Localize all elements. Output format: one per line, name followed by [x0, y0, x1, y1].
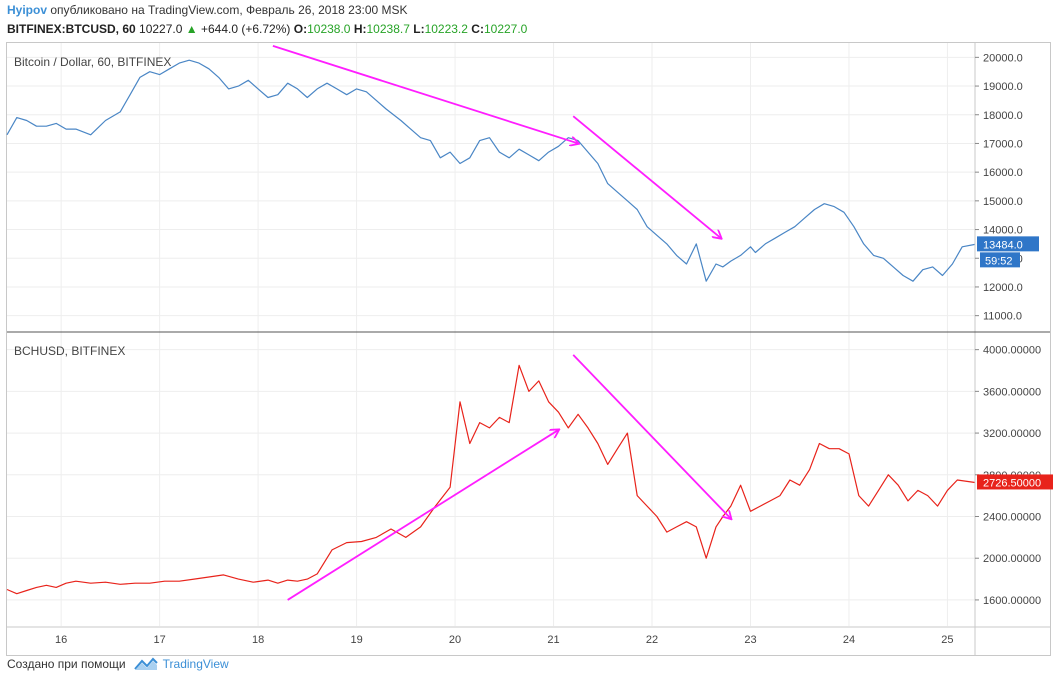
close-value: 10227.0	[483, 22, 528, 36]
tradingview-logo-icon	[133, 657, 158, 670]
chart-frame[interactable]	[6, 42, 1051, 656]
btc-price-line[interactable]	[6, 59, 976, 282]
x-tick-label: 18	[252, 634, 264, 646]
last-price-label: 13484.0	[983, 239, 1023, 251]
low-label: L:	[413, 22, 425, 36]
x-tick-label: 19	[350, 634, 362, 646]
tradingview-link[interactable]: TradingView	[133, 657, 229, 671]
y-tick-label: 3600.00000	[983, 386, 1041, 398]
y-tick-label: 4000.00000	[983, 345, 1041, 357]
trend-arrow[interactable]	[272, 45, 578, 144]
bch-price-line[interactable]	[6, 364, 976, 595]
y-tick-label: 2400.00000	[983, 512, 1041, 524]
close-label: C:	[471, 22, 484, 36]
footer: Создано при помощи TradingView	[7, 657, 229, 671]
low-value: 10223.2	[424, 22, 468, 36]
y-tick-label: 1600.00000	[983, 595, 1041, 607]
open-value: 10238.0	[307, 22, 351, 36]
y-tick-label: 3200.00000	[983, 428, 1041, 440]
x-tick-label: 16	[55, 634, 67, 646]
x-tick-label: 25	[941, 634, 953, 646]
publish-info: Hyipov опубликовано на TradingView.com, …	[7, 3, 408, 17]
x-tick-label: 23	[744, 634, 756, 646]
y-tick-label: 2000.00000	[983, 553, 1041, 565]
trend-arrow[interactable]	[572, 115, 721, 238]
created-with-text: Создано при помощи	[7, 657, 126, 671]
last-price-badge	[977, 474, 1053, 490]
y-tick-label: 20000.0	[983, 52, 1023, 64]
y-tick-label: 19000.0	[983, 81, 1023, 93]
y-tick-label: 16000.0	[983, 167, 1023, 179]
x-tick-label: 21	[547, 634, 559, 646]
high-value: 10238.7	[366, 22, 410, 36]
countdown-label: 59:52	[985, 255, 1013, 267]
y-tick-label: 17000.0	[983, 138, 1023, 150]
btc-pane-title: Bitcoin / Dollar, 60, BITFINEX	[14, 55, 171, 69]
countdown-badge	[980, 252, 1020, 268]
ohlc-header: BITFINEX:BTCUSD, 60 10227.0 ▲ +644.0 (+6…	[7, 22, 527, 36]
x-tick-label: 17	[154, 634, 166, 646]
last-price-badge	[977, 236, 1039, 252]
last-price-label: 2726.50000	[983, 477, 1041, 489]
tradingview-brand: TradingView	[162, 657, 229, 671]
y-tick-label: 18000.0	[983, 110, 1023, 122]
y-tick-label: 15000.0	[983, 196, 1023, 208]
high-label: H:	[353, 22, 367, 36]
bch-pane-title: BCHUSD, BITFINEX	[14, 344, 125, 358]
y-tick-label: 12000.0	[983, 282, 1023, 294]
publish-text: опубликовано на TradingView.com, Февраль…	[50, 3, 408, 17]
author-name[interactable]: Hyipov	[7, 3, 48, 17]
symbol-label: BITFINEX:BTCUSD, 60	[7, 22, 136, 36]
trend-arrow[interactable]	[572, 354, 731, 519]
y-tick-label: 14000.0	[983, 225, 1023, 237]
last-price: 10227.0	[139, 22, 183, 36]
x-tick-label: 20	[449, 634, 461, 646]
price-change: +644.0 (+6.72%)	[201, 22, 291, 36]
change-up-icon: ▲	[185, 22, 198, 36]
x-tick-label: 24	[843, 634, 855, 646]
y-tick-label: 11000.0	[983, 311, 1022, 323]
open-label: O:	[293, 22, 308, 36]
trend-arrow[interactable]	[287, 430, 559, 601]
x-tick-label: 22	[646, 634, 658, 646]
